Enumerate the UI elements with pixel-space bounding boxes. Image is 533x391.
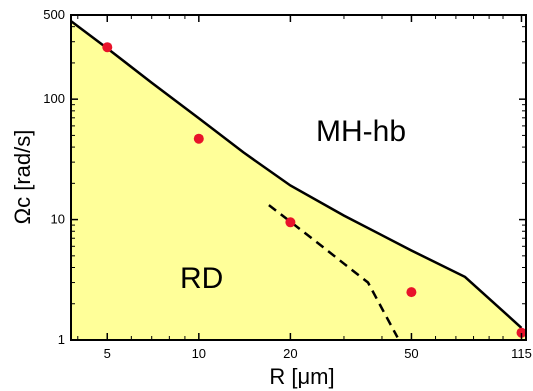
data-point bbox=[193, 133, 204, 144]
plot-frame bbox=[70, 14, 527, 341]
data-point bbox=[285, 217, 296, 228]
y-tick-label: 100 bbox=[43, 91, 65, 106]
x-axis-label: R [μm] bbox=[269, 364, 334, 389]
x-tick-label: 10 bbox=[192, 346, 206, 361]
x-tick-label: 115 bbox=[511, 346, 532, 361]
solid-curve bbox=[70, 20, 523, 329]
rd-region-fill-area bbox=[71, 21, 526, 340]
region-label-rd: RD bbox=[180, 262, 223, 295]
data-point bbox=[406, 287, 417, 298]
y-tick-label: 1 bbox=[58, 332, 65, 347]
axis-ticks: 5 10 20 50 115 1 10 100 500 bbox=[43, 7, 532, 361]
y-tick-label: 10 bbox=[51, 212, 65, 227]
data-point bbox=[516, 327, 527, 338]
x-tick-label: 20 bbox=[283, 346, 297, 361]
data-points bbox=[102, 42, 527, 338]
x-tick-label: 5 bbox=[104, 346, 111, 361]
data-point bbox=[102, 42, 113, 53]
x-tick-label: 50 bbox=[404, 346, 418, 361]
rd-region-fill bbox=[71, 21, 526, 340]
y-axis-label: Ωc [rad/s] bbox=[10, 130, 35, 225]
y-tick-label: 500 bbox=[43, 7, 65, 22]
region-label-mh-hb: MH-hb bbox=[316, 115, 406, 148]
